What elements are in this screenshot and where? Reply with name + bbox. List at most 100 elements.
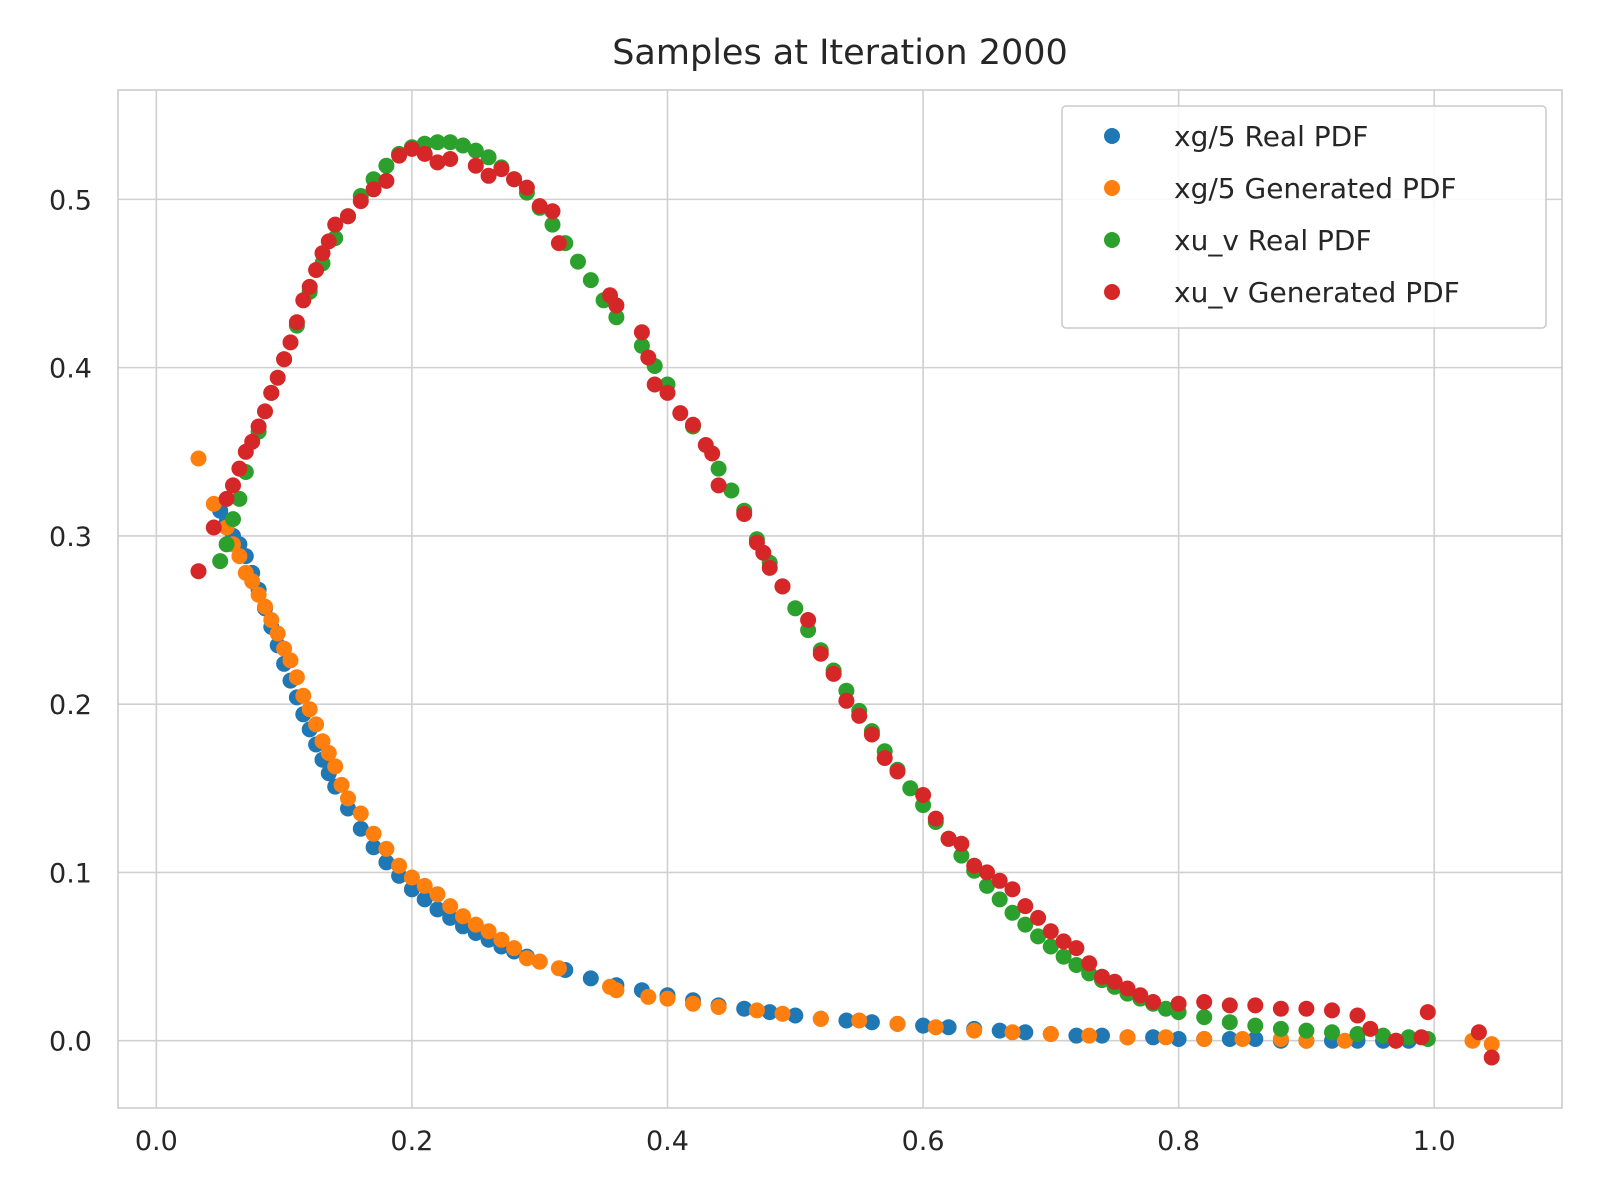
data-point	[257, 403, 273, 420]
data-point	[659, 384, 676, 401]
data-point	[480, 149, 497, 166]
data-point	[1170, 1031, 1187, 1047]
data-point	[288, 314, 305, 331]
data-point	[1030, 928, 1047, 945]
data-point	[1145, 994, 1162, 1010]
data-point	[1272, 1020, 1289, 1037]
data-point	[276, 351, 293, 368]
data-point	[442, 151, 459, 167]
data-point	[1132, 987, 1149, 1004]
data-point	[838, 692, 855, 709]
data-point	[308, 262, 325, 278]
data-point	[442, 909, 459, 926]
data-point	[301, 701, 318, 718]
data-point	[416, 145, 433, 162]
data-point	[876, 750, 893, 766]
data-point	[755, 544, 772, 561]
data-point	[365, 839, 382, 856]
data-point	[403, 869, 420, 886]
data-point	[1068, 1027, 1085, 1044]
data-point	[1298, 1000, 1315, 1017]
data-point	[190, 563, 207, 580]
data-point	[1221, 997, 1238, 1014]
data-point	[685, 995, 701, 1012]
data-point	[442, 898, 459, 915]
data-point	[1336, 1032, 1353, 1049]
data-point	[314, 733, 331, 750]
data-point	[276, 640, 293, 657]
data-point	[1196, 1009, 1213, 1026]
x-tick-label: 1.0	[1413, 1126, 1456, 1157]
data-point	[1419, 1004, 1436, 1021]
data-point	[531, 953, 548, 970]
data-point	[429, 886, 446, 903]
data-point	[544, 203, 561, 220]
data-point	[218, 536, 235, 553]
legend-box	[1061, 105, 1547, 329]
legend-label: xg/5 Real PDF	[1174, 120, 1368, 153]
data-point	[340, 790, 356, 807]
data-point	[761, 1004, 778, 1021]
data-point	[218, 490, 235, 507]
x-tick-label: 0.2	[390, 1126, 433, 1157]
data-point	[1247, 997, 1264, 1014]
data-point	[244, 573, 261, 590]
data-point	[352, 805, 369, 822]
data-point	[1004, 881, 1021, 898]
data-point	[403, 881, 420, 898]
data-point	[812, 1010, 829, 1027]
data-point	[608, 297, 625, 314]
data-point	[231, 460, 248, 477]
data-point	[1483, 1036, 1500, 1053]
data-point	[550, 235, 567, 252]
data-point	[467, 142, 484, 159]
data-point	[416, 891, 433, 908]
data-point	[212, 553, 229, 570]
data-point	[231, 490, 248, 507]
data-point	[863, 1014, 880, 1031]
data-point	[761, 559, 778, 576]
data-point	[825, 665, 842, 682]
data-point	[851, 1012, 868, 1029]
data-point	[1413, 1029, 1430, 1046]
data-point	[889, 763, 906, 780]
data-point	[640, 349, 657, 366]
data-point	[1157, 1000, 1174, 1017]
data-point	[391, 147, 408, 164]
data-point	[1170, 995, 1187, 1012]
data-point	[582, 970, 599, 987]
data-point	[736, 506, 753, 522]
data-point	[953, 835, 970, 852]
data-point	[1004, 904, 1021, 921]
data-point	[1017, 1024, 1034, 1041]
data-point	[608, 309, 625, 326]
data-point	[672, 405, 689, 422]
data-point	[1272, 1000, 1289, 1017]
data-point	[1470, 1024, 1487, 1041]
data-point	[506, 940, 523, 957]
data-point	[288, 669, 305, 686]
data-point	[1196, 994, 1213, 1010]
data-point	[467, 916, 484, 933]
data-point	[352, 193, 369, 210]
data-point	[225, 511, 241, 528]
data-point	[250, 418, 267, 435]
data-point	[263, 384, 280, 401]
data-point	[378, 840, 395, 857]
data-point	[378, 172, 395, 189]
data-point	[710, 460, 727, 477]
data-point	[518, 950, 535, 967]
data-point	[257, 598, 273, 615]
data-point	[1362, 1020, 1379, 1037]
data-point	[1298, 1022, 1315, 1039]
x-tick-label: 0.4	[646, 1126, 689, 1157]
data-point	[851, 707, 868, 724]
data-point	[979, 864, 995, 881]
data-points	[190, 134, 1500, 1066]
data-point	[269, 625, 286, 642]
data-point	[838, 1012, 855, 1029]
data-point	[442, 134, 459, 151]
data-point	[1247, 1017, 1264, 1034]
data-point	[1387, 1032, 1404, 1049]
